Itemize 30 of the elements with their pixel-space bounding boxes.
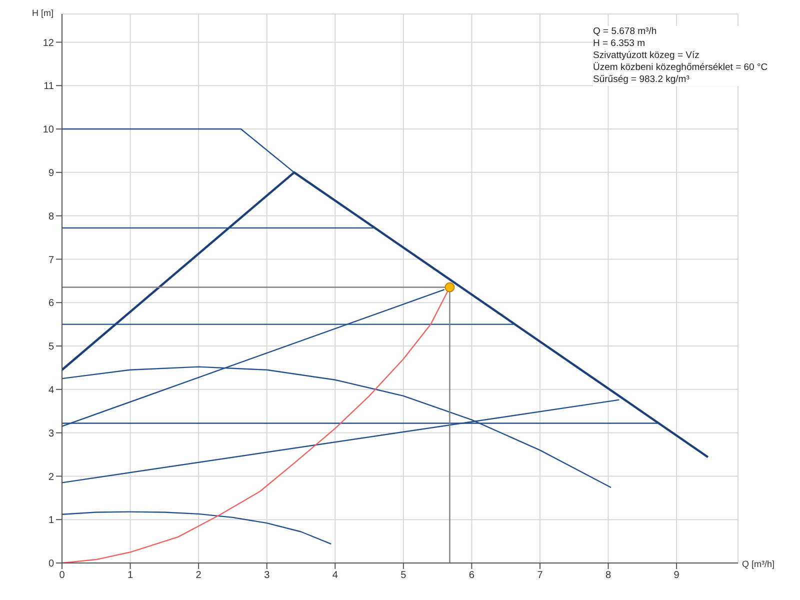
x-tick-label: 4 (332, 570, 338, 582)
y-tick-label: 1 (48, 515, 54, 526)
x-tick-label: 2 (196, 570, 202, 582)
y-tick-label: 10 (42, 124, 54, 136)
y-tick-label: 2 (48, 472, 54, 483)
y-tick-label: 11 (44, 81, 54, 92)
y-tick-label: 3 (48, 428, 54, 440)
x-tick-label: 3 (264, 570, 270, 582)
y-axis-title: H [m] (32, 8, 54, 19)
y-tick-label: 6 (48, 298, 54, 310)
y-tick-label: 7 (48, 254, 54, 266)
y-tick-label: 4 (48, 384, 54, 396)
y-tick-label: 8 (48, 211, 54, 222)
x-axis-title: Q [m³/h] (742, 559, 775, 569)
annotation: Szivattyúzott közeg = Víz (593, 50, 700, 62)
x-tick-label: 0 (59, 570, 66, 582)
x-tick-label: 7 (537, 570, 544, 582)
x-tick-label: 6 (468, 570, 475, 582)
x-tick-label: 9 (674, 570, 680, 582)
annotation: H = 6.353 m (593, 38, 646, 50)
annotation: Üzem közbeni közeghőmérséklet = 60 °C (593, 62, 768, 74)
annotation: Sűrűség = 983.2 kg/m³ (593, 74, 690, 86)
y-tick-label: 5 (48, 342, 54, 353)
y-tick-label: 9 (48, 168, 54, 179)
x-tick-label: 8 (605, 570, 612, 582)
x-tick-label: 1 (128, 570, 134, 582)
y-tick-label: 0 (48, 558, 54, 570)
annotation: Q = 5.678 m³/h (593, 26, 658, 38)
x-tick-label: 5 (400, 570, 407, 582)
y-tick-label: 12 (42, 38, 54, 49)
